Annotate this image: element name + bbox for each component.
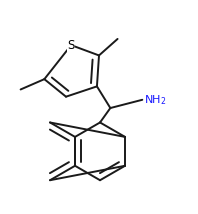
Text: S: S xyxy=(68,39,75,52)
Text: NH$_2$: NH$_2$ xyxy=(144,93,167,107)
